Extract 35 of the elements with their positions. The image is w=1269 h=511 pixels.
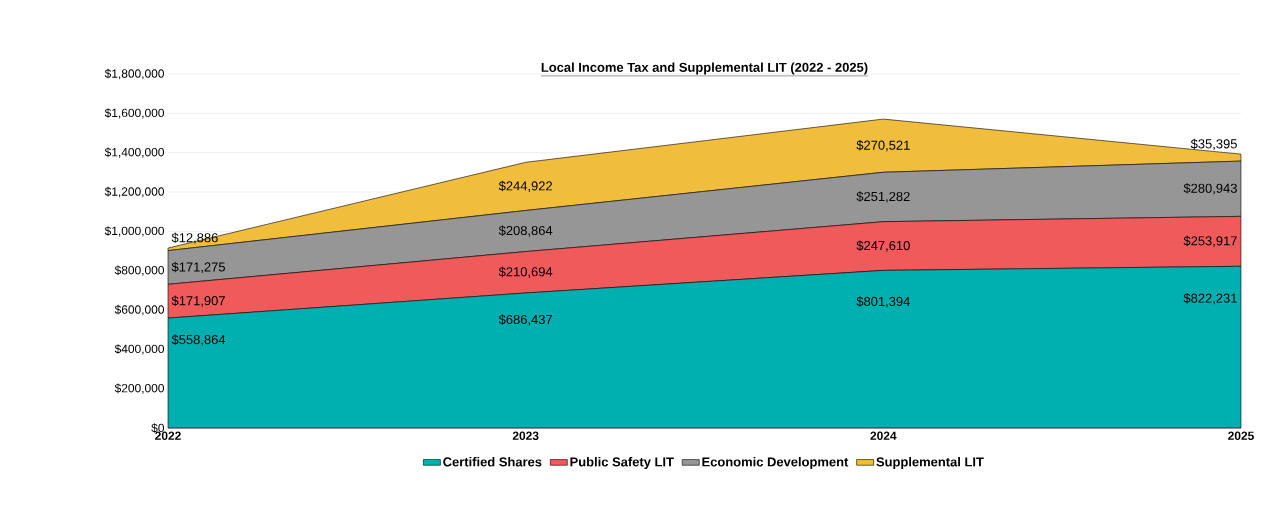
legend-label: Public Safety LIT [570,456,674,470]
data-label: $171,275 [171,261,225,274]
x-tick-label: 2023 [512,431,539,441]
y-tick-label: $600,000 [114,304,165,316]
legend-label: Economic Development [702,456,849,470]
y-tick-label: $0 [151,423,165,433]
x-tick-label: 2022 [155,431,181,440]
x-tick-label: 2024 [870,431,897,440]
data-label: $251,282 [856,191,910,203]
y-tick-label: $200,000 [114,383,165,394]
legend-label: Supplemental LIT [876,456,984,470]
data-label: $558,864 [171,334,226,346]
legend-label: Certified Shares [443,456,542,467]
data-label: $280,943 [1183,183,1237,195]
chart-title: Local Income Tax and Supplemental LIT (2022 - 2025) [541,62,868,75]
data-label: $35,395 [1190,138,1237,150]
data-label: $686,437 [498,314,552,326]
data-label: $171,907 [171,295,225,307]
data-label: $822,231 [1183,293,1237,305]
data-label: $801,394 [856,296,910,308]
data-label: $12,886 [171,232,218,244]
data-label: $208,864 [498,225,553,237]
y-tick-label: $400,000 [114,344,165,355]
y-tick-label: $1,200,000 [104,186,165,198]
data-label: $253,917 [1183,235,1237,247]
x-tick-label: 2025 [1228,431,1254,440]
y-tick-label: $1,000,000 [104,226,165,237]
y-tick-label: $1,800,000 [104,68,165,80]
data-label: $210,694 [498,266,553,278]
y-tick-label: $1,400,000 [104,147,165,158]
data-label: $270,521 [856,140,910,152]
data-label: $247,610 [856,240,910,252]
y-tick-label: $800,000 [114,265,165,276]
data-label: $244,922 [498,180,552,193]
y-tick-label: $1,600,000 [104,108,165,119]
